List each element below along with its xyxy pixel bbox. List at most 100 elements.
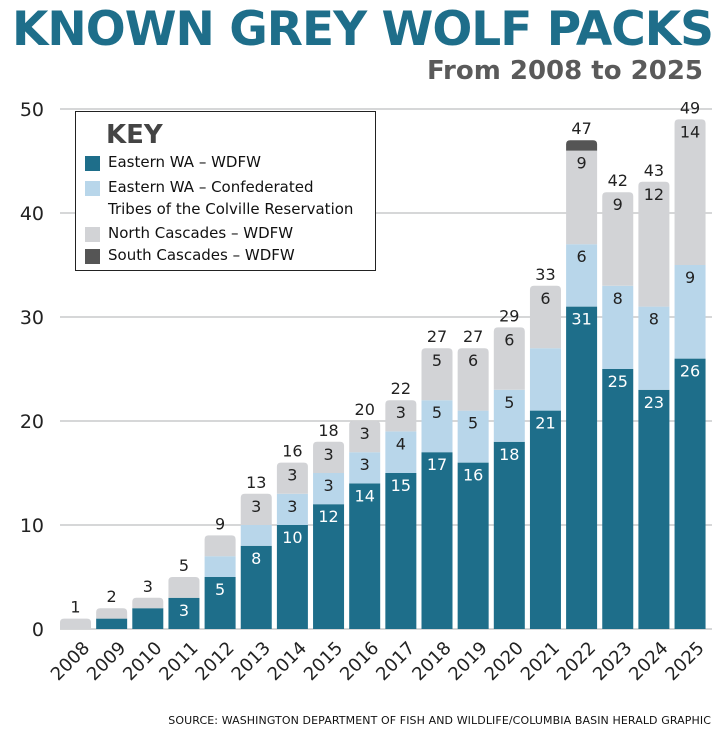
bar-segment <box>421 452 453 629</box>
bar-segment <box>457 348 489 411</box>
data-label: 3 <box>287 466 297 485</box>
x-tick-label: 2019 <box>444 638 491 685</box>
data-label: 6 <box>540 289 550 308</box>
data-label: 25 <box>608 372 628 391</box>
x-tick-label: 2020 <box>481 638 528 685</box>
total-label: 47 <box>571 119 591 138</box>
data-label: 31 <box>571 310 591 329</box>
data-label: 3 <box>323 445 333 464</box>
legend-swatch <box>85 181 100 196</box>
data-label: 5 <box>215 580 225 599</box>
bar-segment <box>96 608 128 619</box>
bar-segment <box>493 327 525 390</box>
x-tick-label: 2018 <box>408 638 455 685</box>
bar-segment <box>529 348 561 411</box>
bar-segment <box>602 192 634 286</box>
x-tick-label: 2017 <box>372 638 419 685</box>
legend-label: North Cascades – WDFW <box>108 224 294 242</box>
bar-segment <box>240 545 272 629</box>
bar-segment <box>240 525 272 546</box>
x-tick-label: 2021 <box>517 638 564 685</box>
total-label: 9 <box>215 514 225 533</box>
bar-segment <box>674 119 706 266</box>
x-tick-label: 2013 <box>228 638 275 685</box>
x-tick-label: 2022 <box>553 638 600 685</box>
total-label: 27 <box>463 327 483 346</box>
data-label: 8 <box>251 549 261 568</box>
bar-segment <box>204 556 236 577</box>
total-label: 16 <box>282 442 302 461</box>
bar-segment <box>421 400 453 453</box>
bar-segment <box>313 473 345 505</box>
y-tick-label: 40 <box>20 203 44 225</box>
bar-segment <box>132 597 164 609</box>
bar-segment <box>493 441 525 629</box>
bar-segment <box>457 410 489 463</box>
data-label: 3 <box>251 497 261 516</box>
total-label: 20 <box>355 400 375 419</box>
legend-swatch <box>85 249 100 264</box>
total-label: 29 <box>499 306 519 325</box>
bar-segment <box>602 369 634 629</box>
bar-segment <box>529 410 561 629</box>
bar-segment <box>566 140 598 151</box>
y-tick-label: 50 <box>20 99 44 121</box>
bar-segment <box>493 389 525 442</box>
bar-segment <box>385 400 417 432</box>
bar-segment <box>276 462 308 494</box>
data-label: 9 <box>577 154 587 173</box>
data-label: 18 <box>499 445 519 464</box>
bar-segment <box>168 577 200 598</box>
data-label: 3 <box>179 601 189 620</box>
bar-segment <box>132 608 164 629</box>
legend-item-south-cascades: South Cascades – WDFW <box>85 246 295 266</box>
bar-segment <box>638 389 670 629</box>
bar-segment <box>529 285 561 349</box>
data-label: 12 <box>318 507 338 526</box>
total-label: 22 <box>391 379 411 398</box>
data-label: 17 <box>427 455 447 474</box>
x-tick-label: 2011 <box>155 638 202 685</box>
legend-label: South Cascades – WDFW <box>108 246 295 264</box>
legend-item-eastern-wa-wdfw: Eastern WA – WDFW <box>85 153 261 173</box>
data-label: 9 <box>613 195 623 214</box>
bar-segment <box>313 441 345 473</box>
x-tick-label: 2009 <box>83 638 130 685</box>
x-tick-label: 2014 <box>264 638 311 685</box>
bar-segment <box>204 535 236 557</box>
data-label: 8 <box>649 310 659 329</box>
total-label: 49 <box>680 98 700 117</box>
bar-segment <box>349 452 381 484</box>
total-label: 3 <box>143 577 153 596</box>
data-label: 6 <box>577 247 587 266</box>
bar-segment <box>349 421 381 453</box>
data-label: 3 <box>396 403 406 422</box>
data-label: 5 <box>468 414 478 433</box>
bar-segment <box>566 150 598 245</box>
bar-segment <box>276 525 308 629</box>
total-label: 33 <box>535 265 555 284</box>
bar-segment <box>385 473 417 629</box>
legend-label: Eastern WA – Confederated Tribes of the … <box>108 178 354 218</box>
total-label: 2 <box>107 587 117 606</box>
total-label: 43 <box>644 161 664 180</box>
y-tick-label: 30 <box>20 307 44 329</box>
bar-segment <box>385 431 417 473</box>
chart-subtitle: From 2008 to 2025 <box>426 56 703 86</box>
total-label: 18 <box>318 421 338 440</box>
data-label: 6 <box>468 351 478 370</box>
data-label: 3 <box>323 476 333 495</box>
total-label: 13 <box>246 473 266 492</box>
bar-segment <box>276 493 308 525</box>
bar-segment <box>168 597 200 629</box>
data-label: 12 <box>644 185 664 204</box>
bar-segment <box>602 285 634 369</box>
bar-segment <box>566 306 598 629</box>
data-label: 3 <box>360 455 370 474</box>
bar-segment <box>638 181 670 307</box>
bar-segment <box>96 618 128 629</box>
legend-item-north-cascades: North Cascades – WDFW <box>85 224 294 244</box>
x-tick-label: 2008 <box>47 638 94 685</box>
bar-segment <box>457 462 489 629</box>
